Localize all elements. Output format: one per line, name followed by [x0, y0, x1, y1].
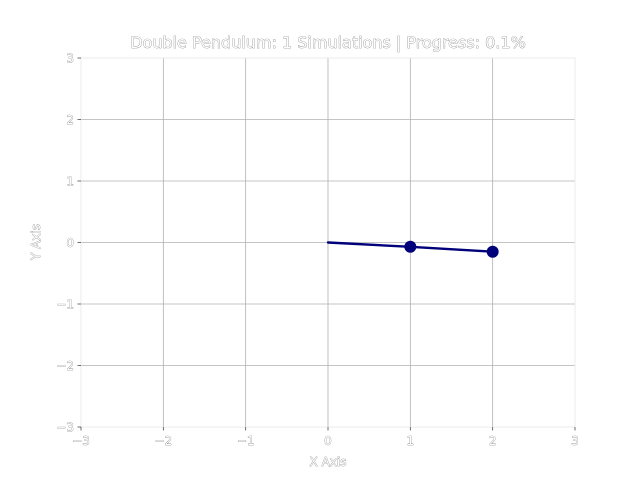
x-tick-label: −1 [237, 434, 255, 448]
x-tick-label: 1 [407, 434, 415, 448]
y-tick-label: 2 [66, 113, 74, 127]
y-tick-label: 3 [66, 52, 74, 66]
y-tick-label: −3 [56, 421, 74, 435]
x-tick-label: 0 [324, 434, 332, 448]
pendulum-bob [404, 240, 417, 253]
chart-title: Double Pendulum: 1 Simulations | Progres… [130, 33, 526, 52]
y-axis-label: Y Axis [29, 224, 43, 261]
y-tick-label: −1 [56, 298, 74, 312]
axis-ticks: −3 −2 −1 0 1 2 3 −3 −2 −1 0 1 2 3 [56, 51, 579, 448]
x-axis-label: X Axis [310, 455, 347, 469]
y-tick-label: 0 [66, 236, 74, 250]
x-tick-label: −2 [154, 434, 172, 448]
y-tick-label: −2 [56, 359, 74, 373]
x-tick-label: 2 [489, 434, 497, 448]
pendulum-series [326, 240, 499, 258]
y-tick-label: 1 [66, 175, 74, 189]
x-tick-label: 3 [571, 434, 579, 448]
pendulum-bob [486, 245, 499, 258]
plot-area: −3 −2 −1 0 1 2 3 −3 −2 −1 0 1 2 3 [56, 51, 579, 448]
x-tick-label: −3 [72, 434, 90, 448]
